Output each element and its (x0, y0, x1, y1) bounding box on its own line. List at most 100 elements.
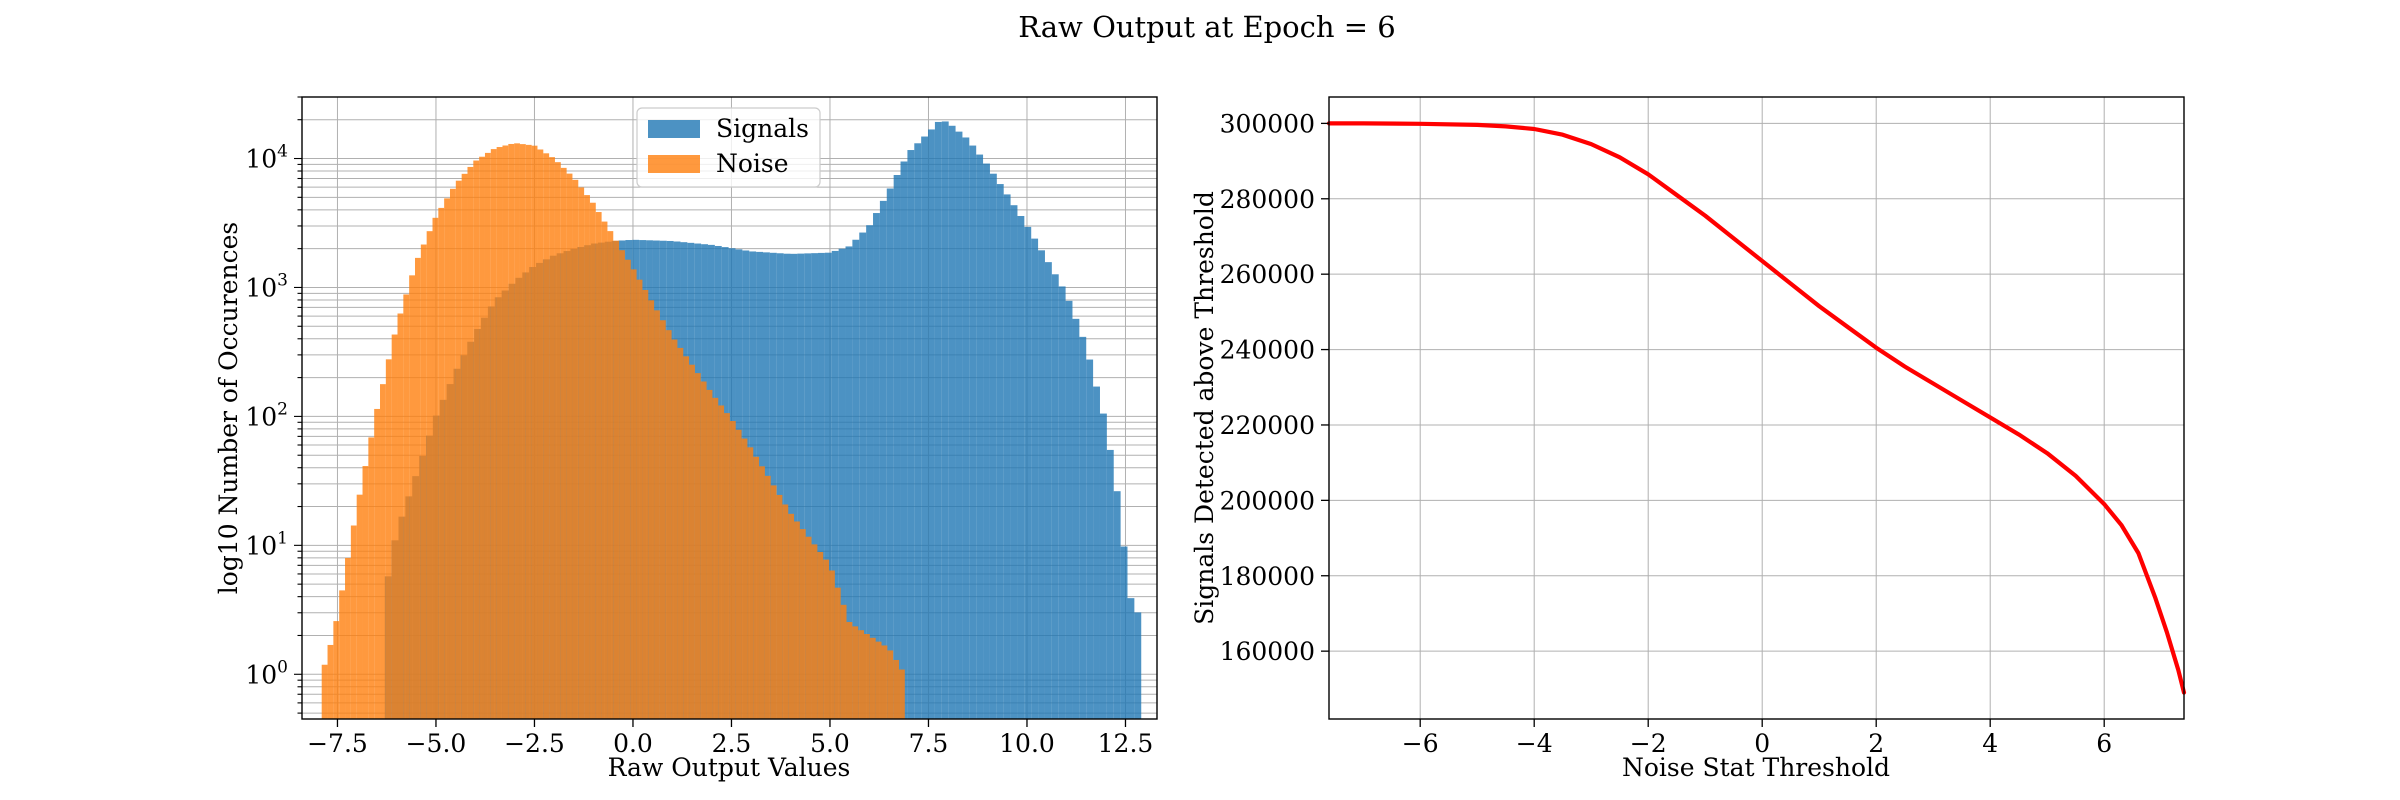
y-tick-label: 104 (245, 142, 288, 174)
x-tick-label: −2.5 (504, 729, 565, 758)
histogram-bar (1079, 336, 1087, 719)
histogram-bar (595, 212, 602, 720)
histogram-bar (566, 173, 573, 719)
histogram-bar (1099, 413, 1107, 719)
histogram-bar (797, 253, 805, 719)
histogram-bar (818, 252, 825, 719)
histogram-bar (921, 136, 929, 719)
histogram-bar (1038, 250, 1045, 719)
figure-title: Raw Output at Epoch = 6 (1018, 10, 1396, 44)
histogram-bar (831, 250, 839, 720)
histogram-bar (356, 494, 363, 719)
histogram-bar (683, 356, 690, 719)
histogram-bar (875, 641, 882, 719)
y-tick-label: 220000 (1220, 411, 1315, 440)
histogram-bar (776, 494, 783, 719)
histogram-bar (479, 156, 485, 720)
histogram-bar (665, 330, 672, 719)
histogram-bar (543, 153, 550, 720)
histogram-bar (415, 257, 421, 719)
legend-swatch-signals (648, 120, 700, 138)
histogram-bar (449, 188, 456, 720)
histogram-bar (869, 637, 876, 719)
histogram-bar (461, 173, 468, 719)
histogram-bar (380, 384, 386, 719)
histogram-bar (983, 163, 990, 719)
y-tick-label: 200000 (1220, 486, 1315, 515)
histogram-bar (560, 167, 567, 719)
histogram-bar (811, 544, 818, 719)
y-tick-label: 103 (245, 270, 288, 302)
histogram-bar (397, 313, 404, 719)
histogram-bar (1010, 205, 1018, 719)
histogram-bar (1120, 546, 1128, 719)
histogram-bar (735, 429, 742, 719)
histogram-bar (718, 405, 725, 719)
histogram-bar (729, 420, 736, 719)
histogram-bar (659, 320, 666, 719)
histogram-bar (866, 225, 874, 719)
y-tick-label: 180000 (1220, 562, 1315, 591)
histogram-bar (753, 456, 760, 719)
threshold-grid (1329, 97, 2184, 719)
histogram-bar (426, 231, 433, 719)
histogram-bar (852, 239, 860, 719)
histogram-bar (496, 147, 503, 719)
threshold-x-axis-label: Noise Stat Threshold (1622, 753, 1890, 782)
histogram-bar (374, 408, 381, 719)
histogram-bar (799, 529, 806, 719)
histogram-bar (339, 590, 346, 719)
histogram-bar (432, 217, 439, 720)
histogram-bar (1065, 300, 1073, 719)
histogram-legend: Signals Noise (636, 107, 821, 188)
histogram-bar (824, 252, 832, 720)
histogram-bar (455, 180, 462, 719)
histogram-bar (642, 289, 649, 719)
histogram-bar (613, 240, 620, 719)
legend-swatch-noise (648, 155, 700, 173)
threshold-y-axis-label: Signals Detected above Threshold (1190, 191, 1219, 625)
histogram-bar (1017, 216, 1025, 719)
histogram-bar (788, 513, 795, 719)
histogram-bar (934, 121, 942, 720)
histogram-bar (962, 137, 970, 719)
histogram-bar (834, 587, 841, 719)
histogram-bar (914, 143, 922, 719)
histogram-bar (1127, 598, 1135, 719)
histogram-bar (955, 131, 963, 719)
histogram-bar (345, 557, 351, 719)
histogram-bar (893, 659, 900, 719)
histogram-bar (473, 160, 480, 720)
histogram-bar (502, 145, 509, 720)
histogram-bar (531, 145, 538, 720)
histogram-bar (770, 485, 777, 719)
x-tick-label: 6 (2096, 729, 2112, 758)
histogram-bar (1024, 226, 1032, 719)
histogram-bar (838, 248, 846, 719)
legend-label-noise: Noise (716, 149, 789, 178)
histogram-bar (607, 231, 614, 719)
histogram-bar (584, 195, 590, 719)
histogram-bar (1093, 386, 1100, 719)
histogram-bar (350, 525, 357, 719)
histogram-bar (941, 121, 949, 720)
y-tick-label: 101 (245, 528, 288, 560)
histogram-bar (887, 650, 894, 719)
histogram-bar (840, 604, 847, 719)
histogram-bar (899, 669, 905, 719)
histogram-bar (624, 259, 631, 719)
histogram-bar (804, 253, 812, 719)
histogram-bar (554, 162, 561, 719)
histogram-bar (928, 129, 935, 719)
histogram-bar (327, 644, 334, 719)
x-tick-label: −7.5 (307, 729, 368, 758)
histogram-bar (881, 645, 888, 719)
histogram-bar (969, 145, 977, 719)
histogram-bar (648, 300, 655, 719)
x-tick-label: −4 (1516, 729, 1553, 758)
histogram-bar (391, 334, 398, 719)
legend-label-signals: Signals (716, 114, 809, 143)
histogram-bar (747, 447, 754, 719)
signals-detected-line (1326, 121, 2187, 695)
